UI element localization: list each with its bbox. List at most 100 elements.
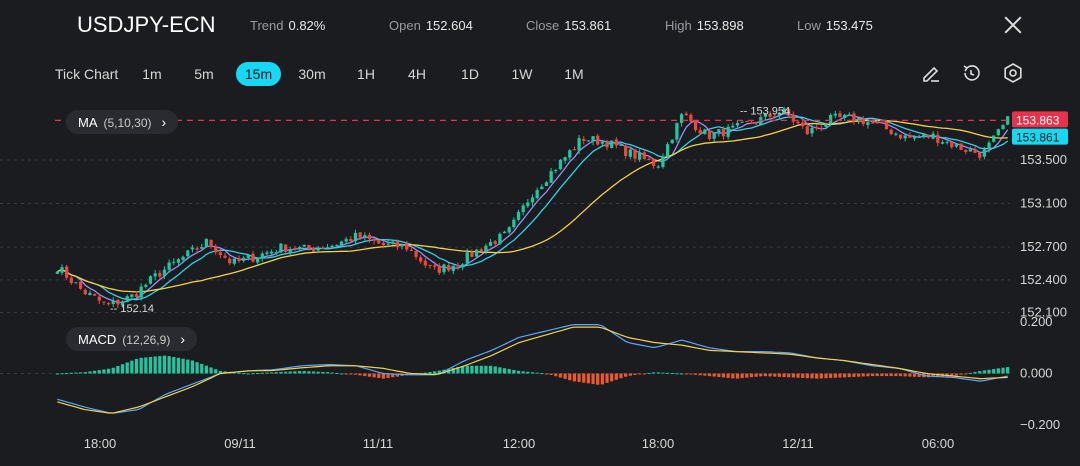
candle-body <box>381 242 386 246</box>
ma-lines <box>57 113 1009 304</box>
ma-indicator-toggle[interactable]: MA (5,10,30) › <box>66 110 179 134</box>
candle-body <box>661 157 665 167</box>
macd-histogram-bar <box>866 373 870 377</box>
draw-pencil-icon[interactable] <box>920 62 942 84</box>
tf-1w[interactable]: 1W <box>511 66 533 82</box>
macd-histogram-bar <box>120 364 125 374</box>
candle-body <box>824 124 828 127</box>
candle-body <box>102 301 106 303</box>
candle-body <box>805 126 809 135</box>
tf-5m[interactable]: 5m <box>194 66 214 82</box>
candle-body <box>978 152 982 158</box>
tf-15m[interactable]: 15m <box>236 62 281 86</box>
macd-histogram-bar <box>884 373 889 377</box>
candle-body <box>167 262 171 270</box>
candle-body <box>912 136 917 139</box>
candle-body <box>610 140 614 148</box>
macd-histogram-bar <box>773 373 777 377</box>
macd-histogram-bar <box>954 373 959 376</box>
candle-body <box>810 127 814 134</box>
candle-body <box>880 121 884 123</box>
candle-body <box>186 250 190 257</box>
macd-histogram-bar <box>824 373 828 379</box>
settings-gear-icon[interactable] <box>1002 62 1024 84</box>
candle-body <box>684 113 688 116</box>
macd-histogram-bar <box>423 372 427 374</box>
candle-body <box>330 245 334 247</box>
macd-histogram-bar <box>428 371 432 374</box>
macd-histogram-bar <box>116 365 120 374</box>
close-icon[interactable] <box>1002 14 1024 36</box>
macd-histogram-bar <box>870 373 875 377</box>
macd-histogram-bar <box>698 373 702 376</box>
macd-y-tick-label: 0.200 <box>1020 314 1053 329</box>
macd-histogram-bar <box>926 373 931 378</box>
chart-header: USDJPY-ECN Trend 0.82% Open 152.604 Close 1… <box>0 0 1080 52</box>
candle-body <box>190 247 195 250</box>
candle-body <box>568 150 572 158</box>
macd-histogram-bar <box>344 373 348 375</box>
candle-body <box>214 247 218 253</box>
macd-histogram-bar <box>665 372 670 374</box>
macd-histogram-bar <box>470 365 474 374</box>
tf-1m-month[interactable]: 1M <box>564 66 584 82</box>
candle-body <box>516 211 521 220</box>
candle-body <box>176 259 181 263</box>
macd-histogram-bar <box>330 372 334 374</box>
candle-body <box>633 149 637 159</box>
macd-histogram-bar <box>749 373 754 378</box>
macd-histogram-bar <box>465 365 469 374</box>
candle-body <box>251 253 255 262</box>
macd-histogram-bar <box>842 373 847 378</box>
candle-body <box>908 135 912 138</box>
macd-histogram-bar <box>978 371 982 374</box>
macd-histogram-bar <box>791 373 796 378</box>
macd-histogram-bar <box>381 373 386 379</box>
tf-4h[interactable]: 4H <box>408 66 426 82</box>
candle-body <box>106 303 111 305</box>
macd-indicator-toggle[interactable]: MACD (12,26,9) › <box>66 327 197 351</box>
candle-body <box>83 289 87 295</box>
tick-chart-button[interactable]: Tick Chart <box>55 66 119 82</box>
candle-body <box>936 134 940 143</box>
candle-body <box>470 251 474 257</box>
candle-body <box>437 265 441 273</box>
macd-histogram-bar <box>316 371 320 374</box>
tf-1h[interactable]: 1H <box>357 66 375 82</box>
ma30-line <box>57 119 1008 293</box>
candle-body <box>111 300 115 304</box>
macd-histogram-bar <box>297 371 302 374</box>
candle-body <box>521 205 525 213</box>
y-tick-label: 152.400 <box>1020 272 1067 287</box>
tf-30m[interactable]: 30m <box>298 66 326 82</box>
tf-1d[interactable]: 1D <box>461 66 479 82</box>
macd-histogram-bar <box>367 373 372 377</box>
macd-histogram-bar <box>912 373 917 377</box>
replay-icon[interactable] <box>961 62 983 84</box>
candle-body <box>773 116 777 118</box>
candle-body <box>586 140 591 142</box>
macd-histogram-bar <box>260 372 264 374</box>
macd-histogram-bar <box>801 373 805 378</box>
candle-body <box>563 157 567 161</box>
macd-histogram-bar <box>507 369 511 374</box>
x-tick-label: 11/11 <box>363 436 394 451</box>
candle-body <box>69 277 73 284</box>
macd-histogram-bar <box>144 357 148 374</box>
macd-histogram-bar <box>810 373 814 379</box>
macd-y-tick-label: −0.200 <box>1020 417 1060 432</box>
macd-histogram-bar <box>106 368 111 374</box>
macd-histogram-bar <box>521 371 525 374</box>
timeframe-bar: Tick Chart 1m 5m 15m 30m 1H 4H 1D 1W 1M <box>0 62 1080 88</box>
candle-body <box>726 126 730 137</box>
macd-histogram-bar <box>898 373 903 377</box>
tf-1m[interactable]: 1m <box>142 66 162 82</box>
macd-histogram-bar <box>405 373 409 376</box>
candle-body <box>754 122 758 124</box>
macd-histogram-bar <box>540 373 544 375</box>
candle-body <box>74 282 78 284</box>
macd-histogram-bar <box>861 373 865 377</box>
stat-low: Low 153.475 <box>797 18 873 33</box>
candle-body <box>377 239 381 244</box>
macd-histogram-bar <box>628 373 632 376</box>
